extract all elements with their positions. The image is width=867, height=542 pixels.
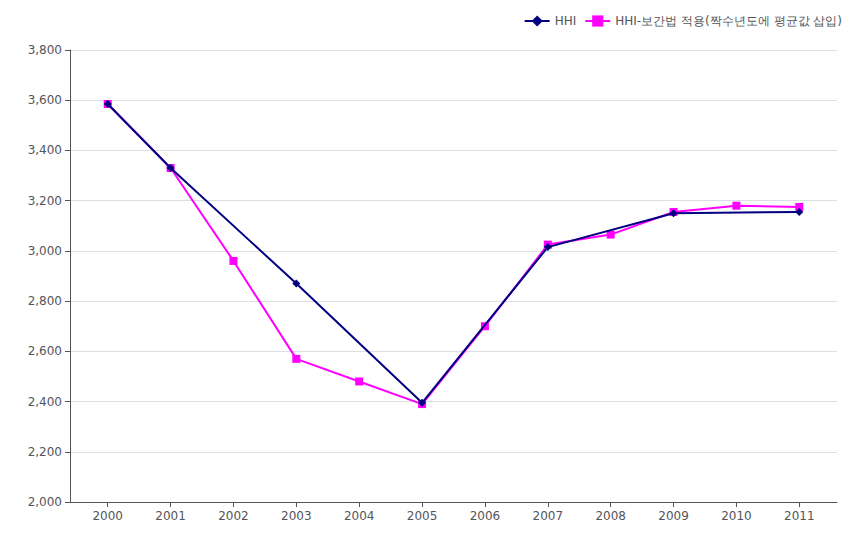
svg-text:3,200: 3,200: [28, 194, 62, 208]
svg-text:2010: 2010: [721, 509, 752, 523]
svg-text:2,000: 2,000: [28, 495, 62, 509]
svg-text:3,800: 3,800: [28, 43, 62, 57]
svg-text:2008: 2008: [595, 509, 626, 523]
svg-text:2,800: 2,800: [28, 294, 62, 308]
svg-text:2011: 2011: [784, 509, 815, 523]
svg-text:2001: 2001: [155, 509, 186, 523]
svg-text:2009: 2009: [658, 509, 689, 523]
svg-text:3,000: 3,000: [28, 244, 62, 258]
svg-text:HHI: HHI: [555, 14, 577, 28]
svg-text:2003: 2003: [281, 509, 312, 523]
svg-text:3,400: 3,400: [28, 143, 62, 157]
svg-text:2004: 2004: [344, 509, 375, 523]
svg-text:2002: 2002: [218, 509, 249, 523]
svg-text:2,600: 2,600: [28, 344, 62, 358]
svg-text:HHI-보간법 적용(짝수년도에 평균값 삽입): HHI-보간법 적용(짝수년도에 평균값 삽입): [615, 14, 842, 28]
svg-text:2007: 2007: [533, 509, 564, 523]
svg-text:2005: 2005: [407, 509, 438, 523]
svg-text:2000: 2000: [92, 509, 123, 523]
svg-text:2,200: 2,200: [28, 445, 62, 459]
svg-text:2006: 2006: [470, 509, 501, 523]
svg-text:2,400: 2,400: [28, 395, 62, 409]
svg-text:3,600: 3,600: [28, 93, 62, 107]
